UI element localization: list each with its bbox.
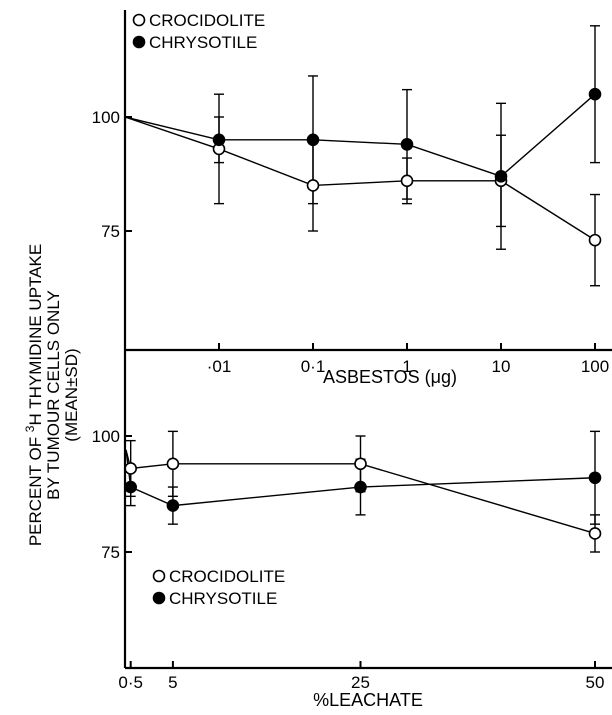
legend-label: CROCIDOLITE	[169, 567, 285, 586]
y-tick-label: 75	[101, 222, 120, 241]
data-point-chrysotile	[166, 499, 180, 512]
x-tick-label: 50	[586, 673, 605, 692]
data-point-chrysotile	[588, 87, 602, 101]
legend-marker	[152, 569, 166, 583]
data-point-chrysotile	[306, 133, 320, 147]
x-axis-title: %LEACHATE	[313, 690, 423, 710]
data-point-chrysotile	[588, 471, 602, 485]
y-tick-label: 75	[101, 543, 120, 562]
x-tick-label: 1	[402, 357, 411, 376]
legend-label: CHRYSOTILE	[149, 33, 257, 52]
legend-label: CHRYSOTILE	[169, 589, 277, 608]
y-axis-title-line2: BY TUMOUR CELLS ONLY	[44, 290, 63, 500]
x-tick-label: 0·1	[301, 357, 326, 376]
panel-2: 100 75 0·5 5 25 50 %LEACHATE CROCIDOLITE CHRYSOT…	[92, 427, 605, 710]
x-tick-label: 0·5	[118, 673, 143, 692]
legend-marker	[132, 13, 146, 27]
x-axis-title: ASBESTOS (μg)	[323, 367, 457, 387]
data-point-chrysotile	[400, 138, 414, 151]
data-point-chrysotile	[494, 169, 508, 183]
x-tick-label: 25	[351, 673, 370, 692]
data-point-crocidolite	[400, 174, 414, 188]
y-tick-label: 100	[92, 427, 120, 446]
x-tick-label: 10	[492, 357, 511, 376]
x-tick-label: 5	[168, 673, 177, 692]
panel-1: 100 75 ·01 0·1 1 10 100 ASBESTOS (μg) CROCIDOLIT…	[92, 11, 610, 387]
y-tick-label: 100	[92, 108, 120, 127]
x-tick-label: ·01	[207, 357, 232, 376]
data-point-chrysotile	[354, 480, 367, 494]
x-tick-label: 100	[581, 357, 609, 376]
data-point-chrysotile	[124, 480, 137, 494]
data-point-crocidolite	[354, 457, 367, 471]
data-point-crocidolite	[166, 457, 180, 471]
data-point-crocidolite	[588, 233, 602, 247]
series-line-crocidolite	[124, 116, 596, 241]
legend-marker	[152, 591, 166, 605]
data-point-crocidolite	[124, 462, 137, 475]
y-axis-title-line3: (MEAN±SD)	[62, 348, 81, 441]
data-point-crocidolite	[306, 179, 320, 192]
y-axis-title: PERCENT OF 3H THYMIDINE UPTAKE	[23, 244, 45, 546]
chart-panels: 100 75 ·01 0·1 1 10 100 ASBESTOS (μg) CROCIDOLIT…	[92, 11, 610, 710]
data-point-crocidolite	[588, 527, 602, 540]
data-point-chrysotile	[212, 133, 226, 147]
series-line-chrysotile	[124, 93, 596, 178]
legend-label: CROCIDOLITE	[149, 11, 265, 30]
legend-marker	[132, 35, 146, 49]
